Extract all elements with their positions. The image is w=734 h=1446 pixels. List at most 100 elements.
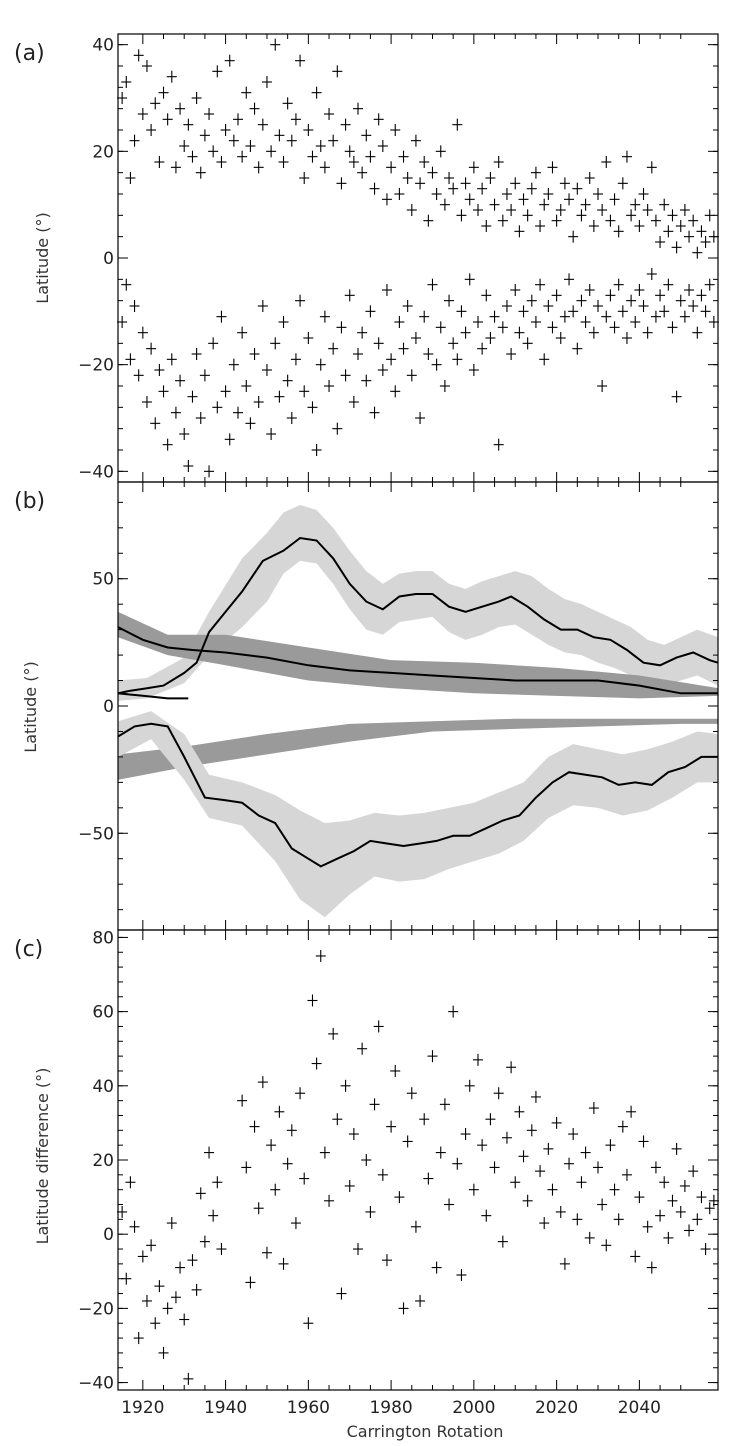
data-point: [191, 1283, 202, 1296]
data-point: [162, 438, 173, 451]
data-point: [675, 294, 686, 307]
data-point: [324, 1194, 335, 1207]
data-point: [270, 38, 281, 51]
data-point: [501, 188, 512, 200]
data-point: [444, 294, 455, 307]
data-point: [663, 225, 674, 238]
data-point: [361, 1154, 372, 1166]
data-point: [688, 1165, 699, 1178]
data-point: [216, 1243, 227, 1256]
data-point: [650, 310, 661, 323]
data-point: [675, 220, 686, 232]
data-point: [237, 326, 248, 339]
panel-b-ylabel: Latitude (°): [21, 661, 40, 752]
y-tick-label: 0: [103, 249, 114, 269]
data-point: [663, 1231, 674, 1244]
data-point: [423, 1172, 434, 1185]
data-point: [481, 289, 492, 302]
data-point: [621, 1168, 632, 1181]
data-point: [121, 76, 132, 88]
data-point: [630, 316, 641, 328]
line-lower-edge: [117, 722, 718, 868]
data-point: [290, 353, 301, 366]
data-point: [361, 129, 372, 142]
data-point: [195, 166, 206, 179]
data-point: [117, 92, 128, 104]
data-point: [609, 193, 620, 206]
data-point: [551, 289, 562, 302]
data-point: [568, 1128, 579, 1141]
data-point: [526, 182, 537, 195]
data-point: [547, 161, 558, 174]
data-point: [497, 1235, 508, 1248]
data-point: [655, 236, 666, 248]
y-tick-label: 0: [103, 697, 114, 717]
data-point: [348, 396, 359, 408]
data-point: [630, 1250, 641, 1263]
data-point: [369, 406, 380, 419]
y-tick-label: −20: [78, 1299, 114, 1319]
x-tick-label: 1960: [287, 1398, 330, 1418]
data-point: [224, 54, 235, 67]
data-point: [650, 1161, 661, 1174]
data-point: [584, 172, 595, 184]
data-point: [655, 289, 666, 302]
data-point: [266, 145, 277, 158]
data-point: [493, 438, 504, 451]
data-point: [435, 145, 446, 158]
data-point: [576, 1176, 587, 1189]
data-point: [535, 278, 546, 291]
data-point: [245, 140, 256, 152]
data-point: [141, 396, 152, 408]
data-point: [299, 172, 310, 184]
data-point: [646, 268, 657, 280]
data-point: [133, 369, 144, 382]
data-point: [141, 1294, 152, 1307]
data-point: [456, 305, 467, 318]
data-point: [572, 1213, 583, 1226]
data-point: [543, 1142, 554, 1155]
data-point: [204, 108, 215, 120]
panel-a-label: (a): [14, 41, 45, 66]
data-point: [684, 284, 695, 296]
data-point: [452, 353, 463, 366]
data-point: [340, 1079, 351, 1092]
data-point: [175, 102, 186, 115]
data-point: [295, 1087, 306, 1100]
data-point: [638, 188, 649, 200]
data-point: [601, 310, 612, 323]
data-point: [307, 150, 318, 163]
data-point: [324, 108, 335, 120]
data-point: [311, 86, 322, 99]
data-point: [274, 129, 285, 142]
data-point: [344, 289, 355, 302]
data-point: [464, 193, 475, 206]
data-point: [468, 1183, 479, 1196]
data-point: [419, 310, 430, 323]
data-point: [485, 332, 496, 344]
data-point: [522, 1194, 533, 1207]
data-point: [195, 1187, 206, 1200]
data-point: [530, 166, 541, 179]
data-point: [357, 166, 368, 179]
data-point: [282, 97, 293, 110]
data-point: [353, 1243, 363, 1256]
data-point: [179, 140, 190, 152]
data-point: [431, 1261, 442, 1274]
data-point: [580, 1146, 591, 1159]
data-point: [427, 166, 438, 179]
data-point: [439, 198, 450, 211]
data-point: [692, 246, 703, 259]
data-point: [224, 433, 235, 446]
x-axis-label: Carrington Rotation: [347, 1422, 504, 1441]
data-point: [506, 204, 517, 216]
data-point: [187, 150, 198, 163]
band-centroid-south: [118, 718, 718, 780]
data-point: [150, 97, 161, 110]
data-point: [597, 1198, 608, 1211]
data-point: [621, 150, 632, 163]
data-point: [692, 1213, 703, 1226]
plot-frame: [117, 929, 719, 1391]
data-point: [348, 1128, 359, 1141]
data-point: [473, 204, 483, 216]
